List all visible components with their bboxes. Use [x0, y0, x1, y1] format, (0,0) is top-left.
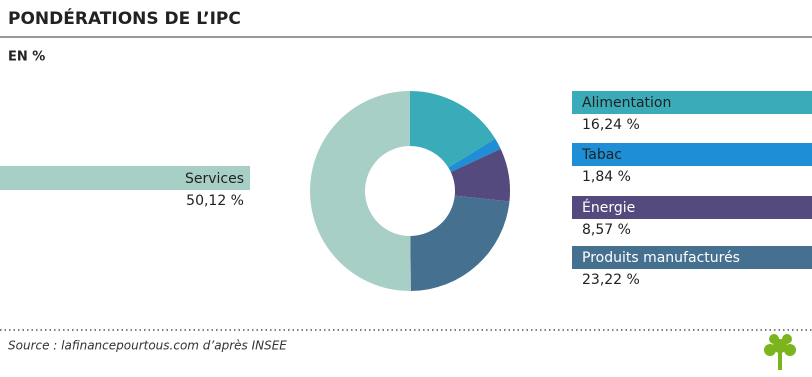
legend-label: Alimentation [582, 95, 671, 111]
legend-box [572, 143, 812, 166]
value-label: 8,57 % [582, 222, 631, 238]
legend-box [572, 246, 812, 269]
donut-slice [309, 91, 411, 291]
chart-title: PONDÉRATIONS DE L’IPC [8, 7, 241, 29]
legend-box [572, 196, 812, 219]
value-label: 16,24 % [582, 117, 640, 133]
legend-label: Tabac [581, 147, 622, 163]
donut-slice [448, 138, 501, 173]
legend-box [0, 166, 250, 190]
legend-label: Produits manufacturés [582, 250, 740, 266]
donut-slice [410, 91, 496, 168]
chart-subtitle: EN % [8, 50, 45, 65]
legend-label: Énergie [582, 199, 635, 216]
legend-label: Services [185, 171, 244, 187]
legend-box [572, 91, 812, 114]
value-label: 50,12 % [186, 193, 244, 209]
logo [764, 334, 796, 370]
value-label: 1,84 % [582, 169, 631, 185]
value-label: 23,22 % [582, 272, 640, 288]
source: Source : lafinancepourtous.com d’après I… [8, 339, 287, 353]
donut-slice [450, 148, 510, 202]
donut-slice [410, 195, 510, 291]
